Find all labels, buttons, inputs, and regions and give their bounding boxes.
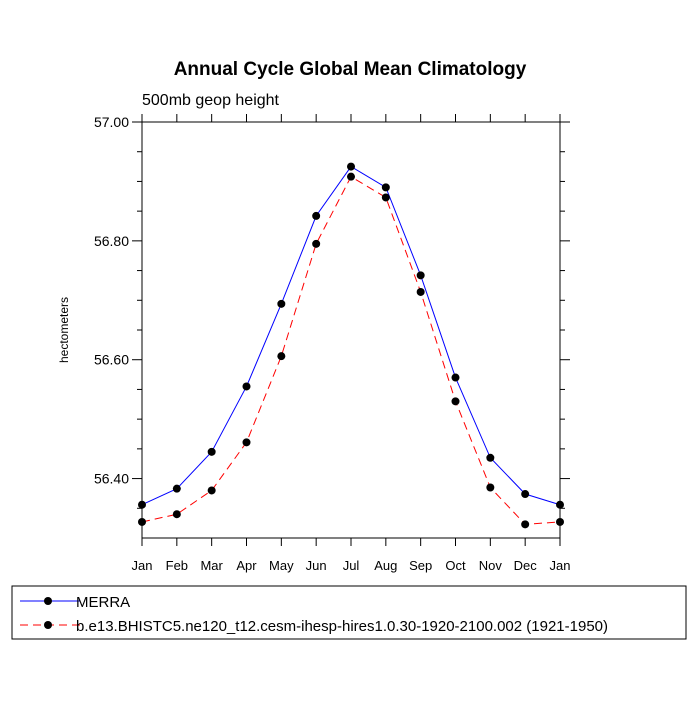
legend-label: MERRA <box>76 594 130 611</box>
plot-frame <box>141 121 561 539</box>
x-tick-label: Feb <box>166 558 188 573</box>
legend-label: b.e13.BHISTC5.ne120_t12.cesm-ihesp-hires… <box>76 618 608 635</box>
plot-area: 56.40 56.60 56.80 57.00 Jan Feb Mar Apr May Jun Ju… <box>94 114 571 573</box>
x-tick-label: Nov <box>479 558 503 573</box>
series-2-point <box>416 287 425 296</box>
series-1-point <box>486 453 495 462</box>
series-1-point <box>138 500 146 509</box>
y-tick-label: 56.60 <box>94 352 129 368</box>
legend-swatch-marker <box>44 621 52 629</box>
series-line-2 <box>141 175 561 525</box>
series-1-point <box>381 183 390 192</box>
series-2-point <box>172 510 181 519</box>
y-tick-label: 56.80 <box>94 233 129 249</box>
series-2-point <box>138 517 146 526</box>
x-tick-label: Aug <box>374 558 397 573</box>
series-1-point <box>451 373 460 382</box>
x-tick-label: Oct <box>445 558 466 573</box>
series-1-point <box>242 382 251 391</box>
x-tick-label: Jan <box>550 558 571 573</box>
legend: MERRA b.e13.BHISTC5.ne120_t12.cesm-ihesp-… <box>11 585 687 640</box>
legend-box <box>11 585 687 640</box>
y-axis-label: hectometers <box>57 297 71 363</box>
y-tick-label: 57.00 <box>94 114 129 130</box>
x-tick-label: Jun <box>306 558 327 573</box>
x-tick-label: Jan <box>132 558 153 573</box>
x-tick-label: Sep <box>409 558 432 573</box>
series-1-point <box>347 162 355 171</box>
series-1-point <box>312 211 321 220</box>
series-2-point <box>381 193 390 202</box>
x-tick-label: Jul <box>343 558 360 573</box>
series-2-point <box>347 172 355 181</box>
x-tick-label: Dec <box>514 558 538 573</box>
series-1-point <box>556 500 564 509</box>
series-1-point <box>521 490 530 499</box>
series-1-point <box>277 299 286 308</box>
y-tick-label: 56.40 <box>94 471 129 487</box>
series-2-point <box>521 520 530 529</box>
series-2-point <box>451 397 460 406</box>
series-2-point <box>486 483 495 492</box>
x-tick-label: Mar <box>200 558 223 573</box>
x-tick-label: May <box>269 558 294 573</box>
series-2-point <box>207 486 216 495</box>
series-2-point <box>277 352 286 361</box>
series-line-1 <box>141 165 561 506</box>
series-2-point <box>242 438 251 447</box>
legend-swatch-marker <box>44 597 52 605</box>
chart-subtitle: 500mb geop height <box>142 92 280 109</box>
series-1-point <box>416 271 425 280</box>
x-tick-label: Apr <box>236 558 257 573</box>
series-1-point <box>207 447 216 456</box>
chart-title: Annual Cycle Global Mean Climatology <box>174 59 527 80</box>
series-2-point <box>312 239 321 248</box>
series-2-point <box>556 517 564 526</box>
series-1-point <box>172 484 181 493</box>
